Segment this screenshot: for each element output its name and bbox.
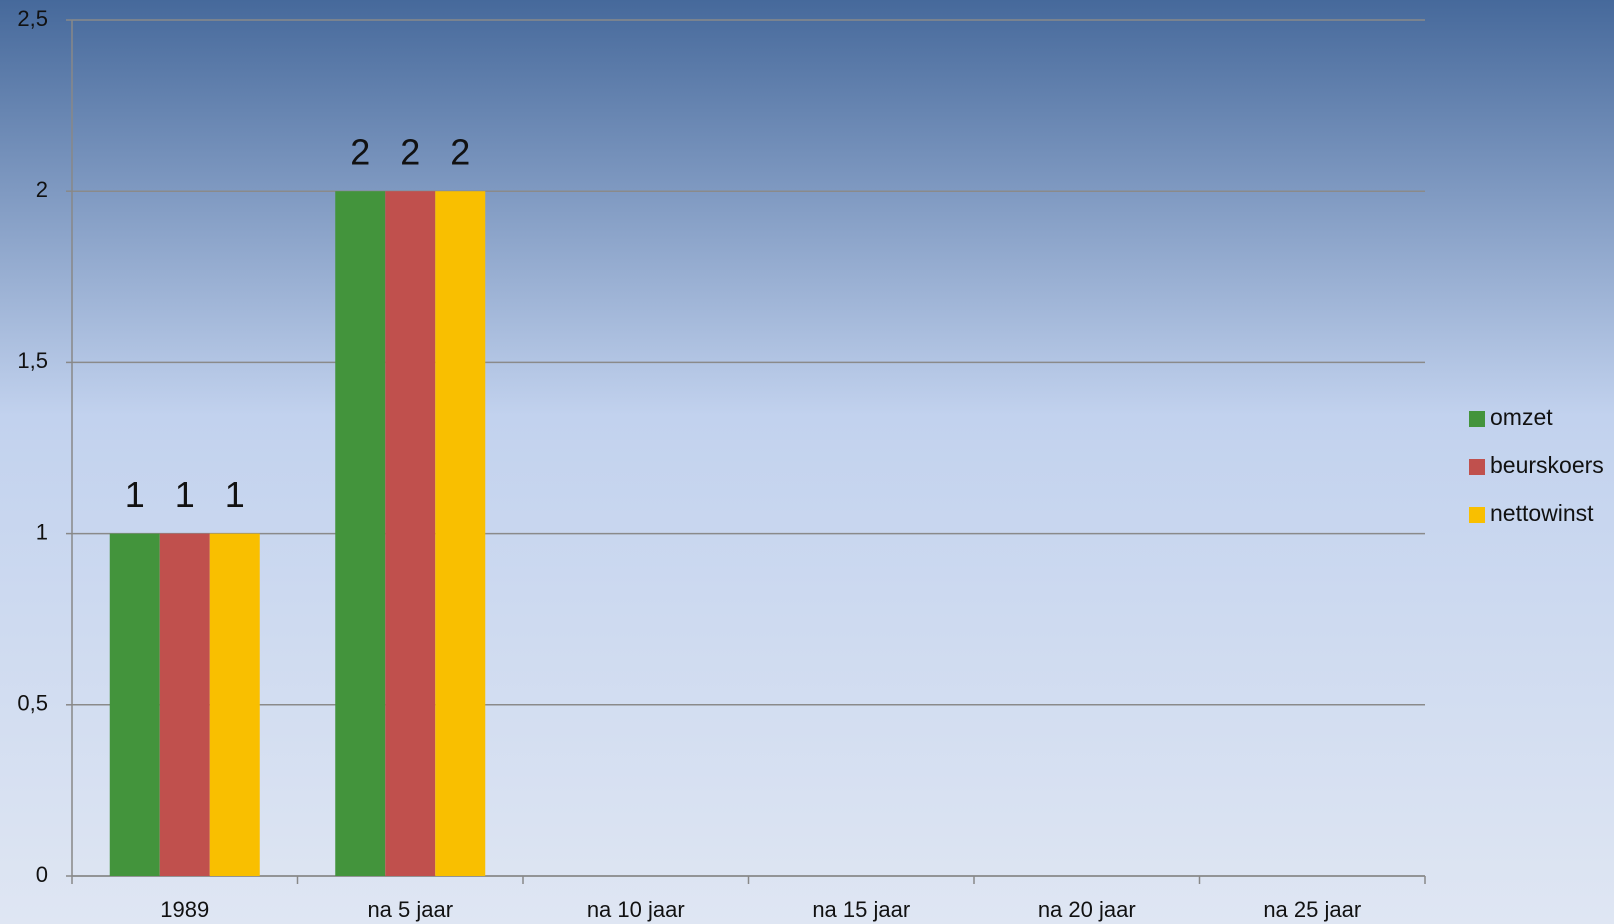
legend-label: omzet [1490,404,1553,430]
bar [435,191,486,876]
data-label: 2 [350,132,370,173]
x-tick-label: na 25 jaar [1263,897,1361,922]
y-tick-label: 1 [36,519,48,544]
bar [385,191,436,876]
legend-label: beurskoers [1490,452,1604,478]
y-tick-label: 0 [36,862,48,887]
data-label: 1 [125,474,145,515]
y-tick-label: 2,5 [17,6,48,31]
x-tick-label: na 15 jaar [812,897,910,922]
y-tick-label: 1,5 [17,348,48,373]
data-label: 1 [175,474,195,515]
legend-swatch [1469,507,1485,523]
bar [209,533,260,876]
data-label: 2 [400,132,420,173]
legend-swatch [1469,459,1485,475]
bar [109,533,160,876]
legend-label: nettowinst [1490,500,1594,526]
x-tick-label: na 5 jaar [367,897,453,922]
y-tick-label: 2 [36,177,48,202]
bar [335,191,386,876]
x-tick-label: 1989 [160,897,209,922]
data-label: 1 [225,474,245,515]
x-tick-label: na 20 jaar [1038,897,1136,922]
bar [159,533,210,876]
y-tick-label: 0,5 [17,691,48,716]
data-label: 2 [450,132,470,173]
x-tick-label: na 10 jaar [587,897,685,922]
legend-swatch [1469,411,1485,427]
